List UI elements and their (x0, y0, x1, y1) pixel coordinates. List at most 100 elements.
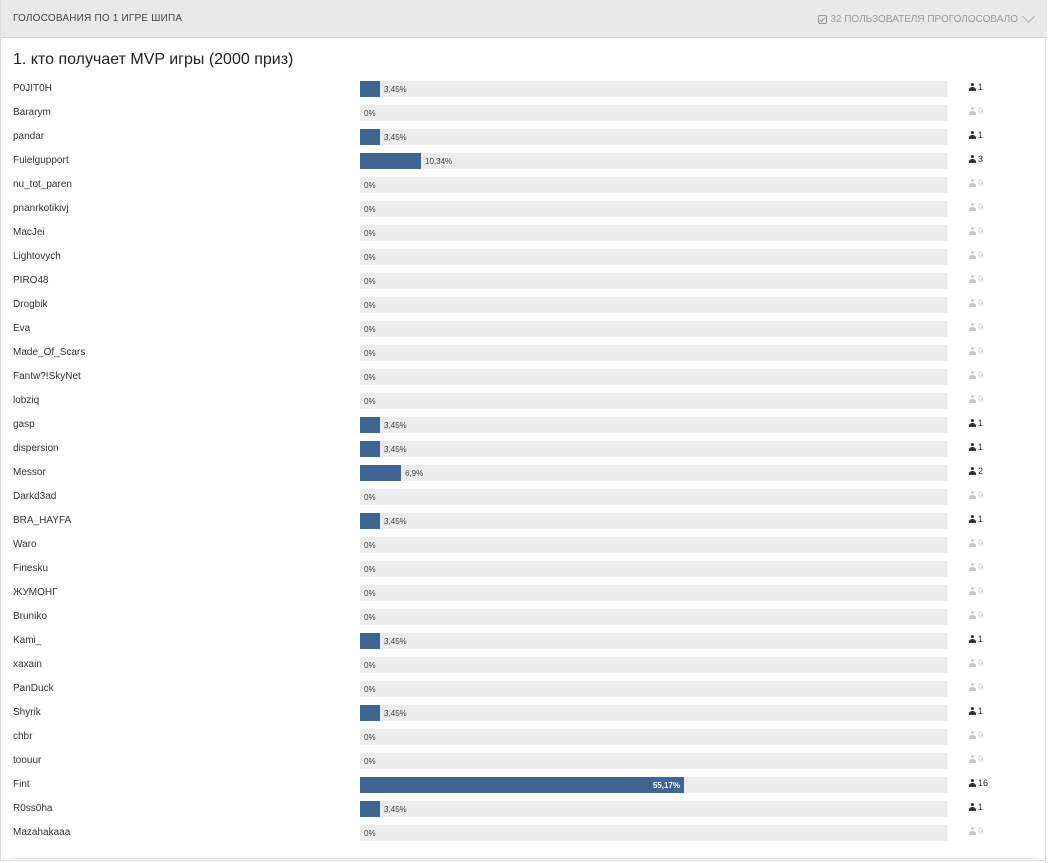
option-name: P0JIT0H (13, 83, 52, 94)
vote-count[interactable]: 1 (969, 634, 983, 644)
poll-option-row: Shyrik 3,45% 1 (1, 701, 1047, 725)
user-icon (969, 371, 976, 379)
vote-count-value: 0 (978, 562, 984, 572)
vote-count[interactable]: 0 (969, 250, 983, 260)
user-icon (969, 635, 976, 643)
vote-count[interactable]: 0 (969, 490, 983, 500)
vote-count[interactable]: 0 (969, 106, 983, 116)
user-icon (969, 347, 976, 355)
option-name: Fulelgupport (13, 155, 69, 166)
vote-count[interactable]: 0 (969, 274, 983, 284)
poll-option-row: pnanrkotikivj 0% 0 (1, 197, 1047, 221)
vote-count[interactable]: 0 (969, 346, 983, 356)
option-name: dispersion (13, 443, 59, 454)
vote-count[interactable]: 1 (969, 802, 983, 812)
progress-bar: 6,9% (360, 465, 947, 481)
progress-bar: 0% (360, 249, 947, 265)
percent-label: 3,45% (384, 517, 407, 526)
poll-option-row: Kami_ 3,45% 1 (1, 629, 1047, 653)
check-square-icon (818, 14, 828, 24)
percent-label: 10,34% (425, 157, 453, 166)
user-icon (969, 515, 976, 523)
vote-count[interactable]: 0 (969, 562, 983, 572)
poll-option-row: Finesku 0% 0 (1, 557, 1047, 581)
vote-count[interactable]: 0 (969, 586, 983, 596)
user-icon (969, 659, 976, 667)
vote-count[interactable]: 0 (969, 538, 983, 548)
vote-count[interactable]: 1 (969, 514, 983, 524)
vote-count[interactable]: 0 (969, 298, 983, 308)
vote-count-value: 0 (978, 586, 984, 596)
vote-count[interactable]: 1 (969, 82, 983, 92)
percent-label: 0% (364, 541, 376, 550)
vote-count[interactable]: 0 (969, 394, 983, 404)
percent-label: 0% (364, 565, 376, 574)
poll-option-row: PIRO48 0% 0 (1, 269, 1047, 293)
user-icon (969, 299, 976, 307)
vote-count[interactable]: 3 (969, 154, 983, 164)
progress-bar: 0% (360, 657, 947, 673)
option-name: pandar (13, 131, 45, 142)
poll-header[interactable]: ГОЛОСОВАНИЯ ПО 1 ИГРЕ ШИПА 32 ПОЛЬЗОВАТЕ… (1, 0, 1047, 38)
user-icon (969, 155, 976, 163)
percent-label: 55,17% (652, 781, 680, 790)
vote-count-value: 16 (978, 778, 989, 788)
user-icon (969, 563, 976, 571)
percent-label: 3,45% (384, 637, 407, 646)
vote-count[interactable]: 0 (969, 610, 983, 620)
user-icon (969, 395, 976, 403)
vote-count[interactable]: 1 (969, 130, 983, 140)
vote-count[interactable]: 0 (969, 322, 983, 332)
percent-label: 0% (364, 181, 376, 190)
vote-count[interactable]: 0 (969, 226, 983, 236)
vote-count-value: 2 (978, 466, 984, 476)
vote-count-value: 1 (978, 82, 984, 92)
option-name: ЖУМОНГ (13, 587, 58, 598)
chevron-down-icon[interactable] (1022, 10, 1035, 23)
poll-option-row: Darkd3ad 0% 0 (1, 485, 1047, 509)
progress-bar: 0% (360, 393, 947, 409)
vote-count[interactable]: 0 (969, 370, 983, 380)
vote-count-value: 0 (978, 682, 984, 692)
option-name: xaxain (13, 659, 42, 670)
percent-label: 0% (364, 733, 376, 742)
vote-count-value: 0 (978, 610, 984, 620)
poll-options-list: P0JIT0H 3,45% 1 Bararym 0% 0 pandar 3,45% 1 Fulel… (1, 77, 1047, 845)
vote-count-value: 1 (978, 130, 984, 140)
percent-label: 0% (364, 301, 376, 310)
option-name: toouur (13, 755, 42, 766)
vote-count[interactable]: 0 (969, 682, 983, 692)
option-name: chbr (13, 731, 33, 742)
percent-label: 0% (364, 613, 376, 622)
vote-count[interactable]: 0 (969, 754, 983, 764)
vote-count[interactable]: 1 (969, 418, 983, 428)
progress-bar: 0% (360, 321, 947, 337)
vote-count[interactable]: 16 (969, 778, 988, 788)
poll-option-row: Waro 0% 0 (1, 533, 1047, 557)
vote-count[interactable]: 2 (969, 466, 983, 476)
option-name: gasp (13, 419, 35, 430)
progress-fill (360, 417, 380, 433)
poll-option-row: Bruniko 0% 0 (1, 605, 1047, 629)
progress-bar: 3,45% (360, 441, 947, 457)
percent-label: 3,45% (384, 805, 407, 814)
vote-count[interactable]: 0 (969, 658, 983, 668)
percent-label: 6,9% (405, 469, 424, 478)
user-icon (969, 803, 976, 811)
vote-count[interactable]: 1 (969, 706, 983, 716)
progress-bar: 0% (360, 105, 947, 121)
poll-option-row: Drogbik 0% 0 (1, 293, 1047, 317)
vote-count[interactable]: 0 (969, 826, 983, 836)
progress-bar: 0% (360, 753, 947, 769)
vote-count-value: 1 (978, 634, 984, 644)
votes-summary[interactable]: 32 ПОЛЬЗОВАТЕЛЯ ПРОГОЛОСОВАЛО (818, 10, 1035, 27)
divider (9, 858, 1039, 859)
user-icon (969, 683, 976, 691)
vote-count[interactable]: 0 (969, 730, 983, 740)
vote-count[interactable]: 0 (969, 178, 983, 188)
vote-count[interactable]: 0 (969, 202, 983, 212)
percent-label: 0% (364, 373, 376, 382)
progress-fill (360, 129, 380, 145)
vote-count[interactable]: 1 (969, 442, 983, 452)
progress-fill (360, 513, 380, 529)
